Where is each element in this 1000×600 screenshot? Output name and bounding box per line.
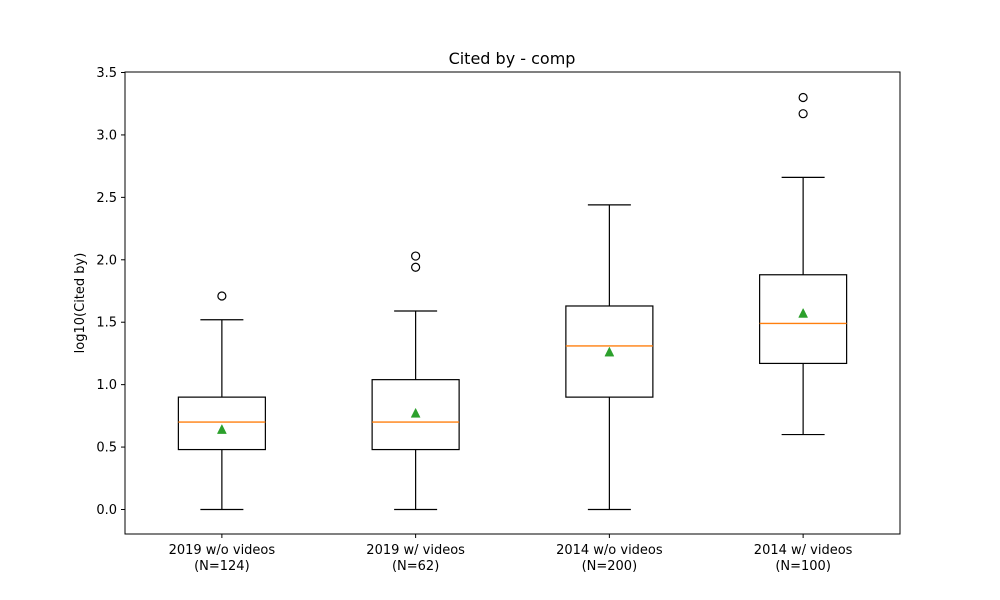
y-tick-label: 2.5 xyxy=(96,191,117,206)
mean-marker xyxy=(798,307,809,318)
axes-frame xyxy=(124,71,901,535)
chart-title: Cited by - comp xyxy=(449,49,576,68)
outlier-point xyxy=(411,251,421,261)
iqr-box xyxy=(371,379,460,451)
y-tick-label: 3.5 xyxy=(96,66,117,81)
mean-marker xyxy=(410,407,421,418)
y-tick-label: 0.5 xyxy=(96,441,117,456)
x-tick-sample-size: (N=100) xyxy=(775,559,831,574)
y-tick-label: 1.5 xyxy=(96,316,117,331)
iqr-box xyxy=(759,274,848,365)
outlier-point xyxy=(411,262,421,272)
outlier-point xyxy=(798,109,808,119)
y-axis-label: log10(Cited by) xyxy=(73,253,88,354)
mean-marker xyxy=(604,346,615,357)
x-tick-label: 2014 w/ videos xyxy=(754,543,853,558)
y-tick-label: 1.0 xyxy=(96,378,117,393)
outlier-point xyxy=(217,291,227,301)
x-tick-label: 2019 w/o videos xyxy=(169,543,276,558)
mean-marker xyxy=(216,424,227,434)
x-tick-label: 2019 w/ videos xyxy=(366,543,465,558)
x-tick-sample-size: (N=62) xyxy=(392,559,439,574)
x-tick-label: 2014 w/o videos xyxy=(556,543,663,558)
y-tick-label: 2.0 xyxy=(96,253,117,268)
outlier-point xyxy=(798,92,808,103)
x-tick-sample-size: (N=124) xyxy=(194,559,250,574)
y-tick-label: 0.0 xyxy=(96,503,117,518)
x-tick-sample-size: (N=200) xyxy=(582,559,638,574)
iqr-box xyxy=(565,305,654,398)
y-tick-label: 3.0 xyxy=(96,128,117,143)
iqr-box xyxy=(177,396,266,451)
